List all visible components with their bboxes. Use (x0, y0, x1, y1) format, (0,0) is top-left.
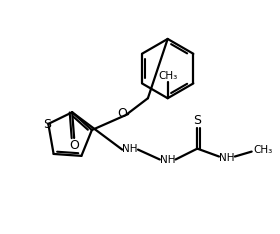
Text: CH₃: CH₃ (253, 145, 272, 155)
Text: S: S (43, 118, 51, 132)
Text: NH: NH (160, 155, 175, 165)
Text: NH: NH (122, 144, 138, 154)
Text: CH₃: CH₃ (158, 71, 177, 81)
Text: NH: NH (219, 153, 235, 163)
Text: O: O (117, 106, 127, 120)
Text: O: O (69, 139, 79, 152)
Text: S: S (193, 114, 201, 128)
